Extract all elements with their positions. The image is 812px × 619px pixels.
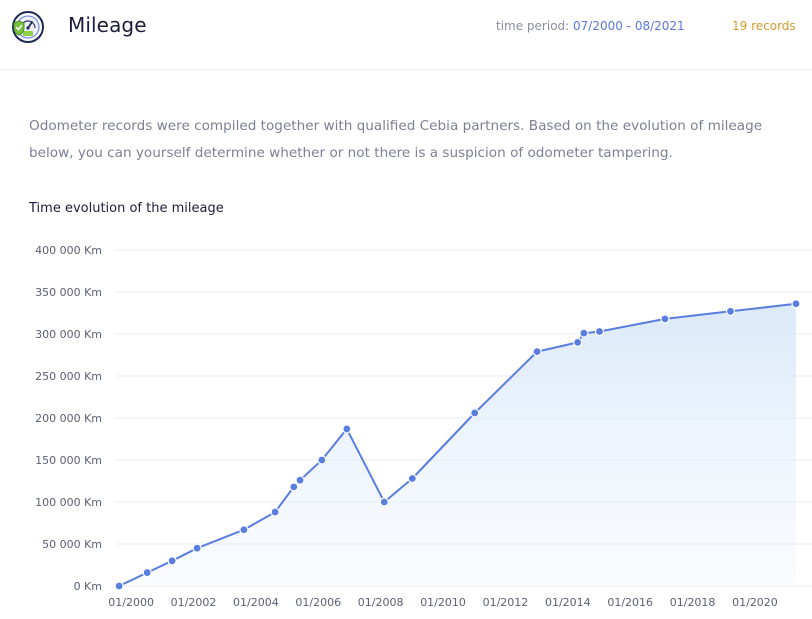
data-point[interactable] (317, 455, 327, 465)
odometer-shield-icon (11, 10, 45, 44)
data-point[interactable] (379, 497, 389, 507)
page-title: Mileage (68, 13, 147, 37)
data-point[interactable] (342, 424, 352, 434)
data-point[interactable] (594, 326, 605, 337)
x-tick-label: 01/2014 (545, 596, 591, 609)
data-point[interactable] (295, 475, 305, 485)
x-tick-label: 01/2008 (358, 596, 404, 609)
data-point[interactable] (791, 299, 801, 309)
time-period: time period: 07/2000 - 08/2021 (496, 19, 685, 33)
y-tick-label: 300 000 Km (35, 328, 102, 341)
y-tick-label: 50 000 Km (42, 538, 102, 551)
x-tick-label: 01/2018 (670, 596, 716, 609)
data-point[interactable] (660, 314, 670, 324)
x-tick-label: 01/2016 (607, 596, 653, 609)
x-tick-label: 01/2004 (233, 596, 279, 609)
data-point[interactable] (167, 556, 177, 566)
data-point[interactable] (470, 408, 480, 418)
x-tick-label: 01/2012 (483, 596, 529, 609)
y-tick-label: 250 000 Km (35, 370, 102, 383)
data-point[interactable] (573, 337, 583, 348)
x-tick-label: 01/2002 (171, 596, 217, 609)
data-point[interactable] (192, 543, 202, 553)
y-tick-label: 0 Km (74, 580, 102, 593)
x-tick-label: 01/2020 (732, 596, 778, 609)
chart-title: Time evolution of the mileage (29, 201, 224, 216)
y-tick-label: 200 000 Km (35, 412, 102, 425)
mileage-area (119, 303, 797, 586)
data-point[interactable] (142, 567, 152, 578)
x-tick-label: 01/2006 (295, 596, 341, 609)
data-point[interactable] (289, 482, 299, 492)
data-point[interactable] (239, 525, 249, 535)
y-tick-label: 150 000 Km (35, 454, 102, 467)
time-period-label: time period: (496, 19, 574, 33)
data-point[interactable] (270, 507, 280, 517)
mileage-chart: 0 Km 50 000 Km 100 000 Km 150 000 Km 200 000… (35, 244, 812, 609)
description: Odometer records were compiled together … (29, 118, 763, 161)
y-tick-label: 100 000 Km (35, 496, 102, 509)
x-tick-label: 01/2000 (108, 596, 154, 609)
x-tick-label: 01/2010 (420, 596, 466, 609)
data-point[interactable] (114, 581, 124, 591)
y-tick-label: 350 000 Km (35, 286, 102, 299)
data-point[interactable] (579, 328, 589, 338)
records-count: 19 records (732, 19, 796, 33)
y-tick-label: 400 000 Km (35, 244, 102, 257)
time-period-value: 07/2000 - 08/2021 (573, 19, 685, 33)
data-point[interactable] (532, 347, 542, 357)
data-point[interactable] (407, 473, 417, 484)
header: Mileage time period: 07/2000 - 08/2021 1… (0, 0, 812, 70)
data-point[interactable] (725, 306, 736, 316)
